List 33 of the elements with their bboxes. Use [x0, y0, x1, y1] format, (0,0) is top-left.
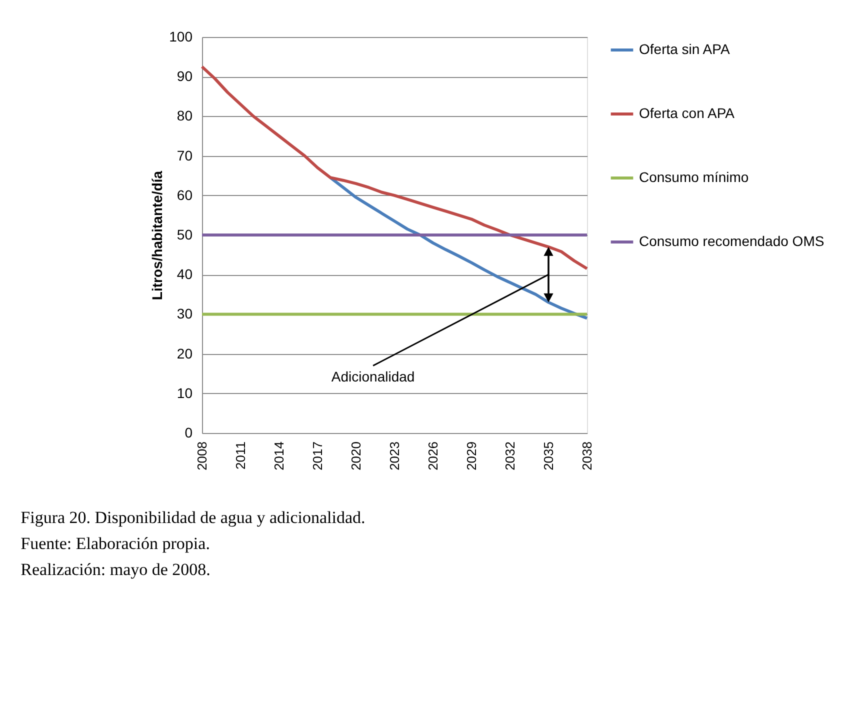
y-tick-label: 0: [184, 424, 193, 440]
legend-label: Oferta sin APA: [639, 41, 730, 57]
y-tick-label: 10: [176, 384, 193, 401]
x-tick-label: 2017: [310, 442, 325, 470]
y-tick-label: 60: [176, 186, 193, 203]
x-tick-label: 2020: [348, 442, 364, 470]
source-note: Fuente: Elaboración propia.: [20, 534, 210, 553]
y-tick-label: 40: [176, 266, 193, 282]
legend-label: Consumo mínimo: [639, 169, 749, 185]
y-tick-label: 90: [176, 68, 193, 84]
y-axis-title: Litros/habitante/día: [149, 170, 166, 300]
y-tick-label: 20: [176, 345, 193, 362]
text: Figura 20. Disponibilidad de agua y adicionalidad.: [20, 508, 366, 527]
legend-label: Oferta con APA: [639, 105, 736, 121]
annotation: Adicionalidad: [331, 368, 415, 385]
x-tick-label: 2029: [464, 442, 479, 470]
y-tick-label: 30: [176, 306, 193, 322]
text: Realización: mayo de 2008.: [20, 560, 210, 579]
y-tick-label: 70: [176, 147, 193, 164]
line-series: [200, 65, 588, 270]
x-tick-label: 2032: [502, 442, 518, 470]
x-tick-label: 2026: [426, 442, 440, 470]
x-tick-label: 2023: [387, 442, 402, 470]
legend-label: Consumo recomendado OMS: [639, 233, 824, 249]
x-tick-label: 2038: [580, 442, 594, 470]
x-tick-label: 2011: [233, 442, 248, 470]
x-tick-label: 2035: [541, 442, 556, 470]
y-tick-label: 80: [176, 108, 193, 124]
x-tick-label: 2014: [272, 442, 286, 470]
y-tick-label: 100: [169, 28, 193, 44]
line-series: [328, 176, 588, 320]
y-tick-label: 50: [176, 226, 193, 242]
x-tick-label: 2008: [194, 442, 210, 470]
